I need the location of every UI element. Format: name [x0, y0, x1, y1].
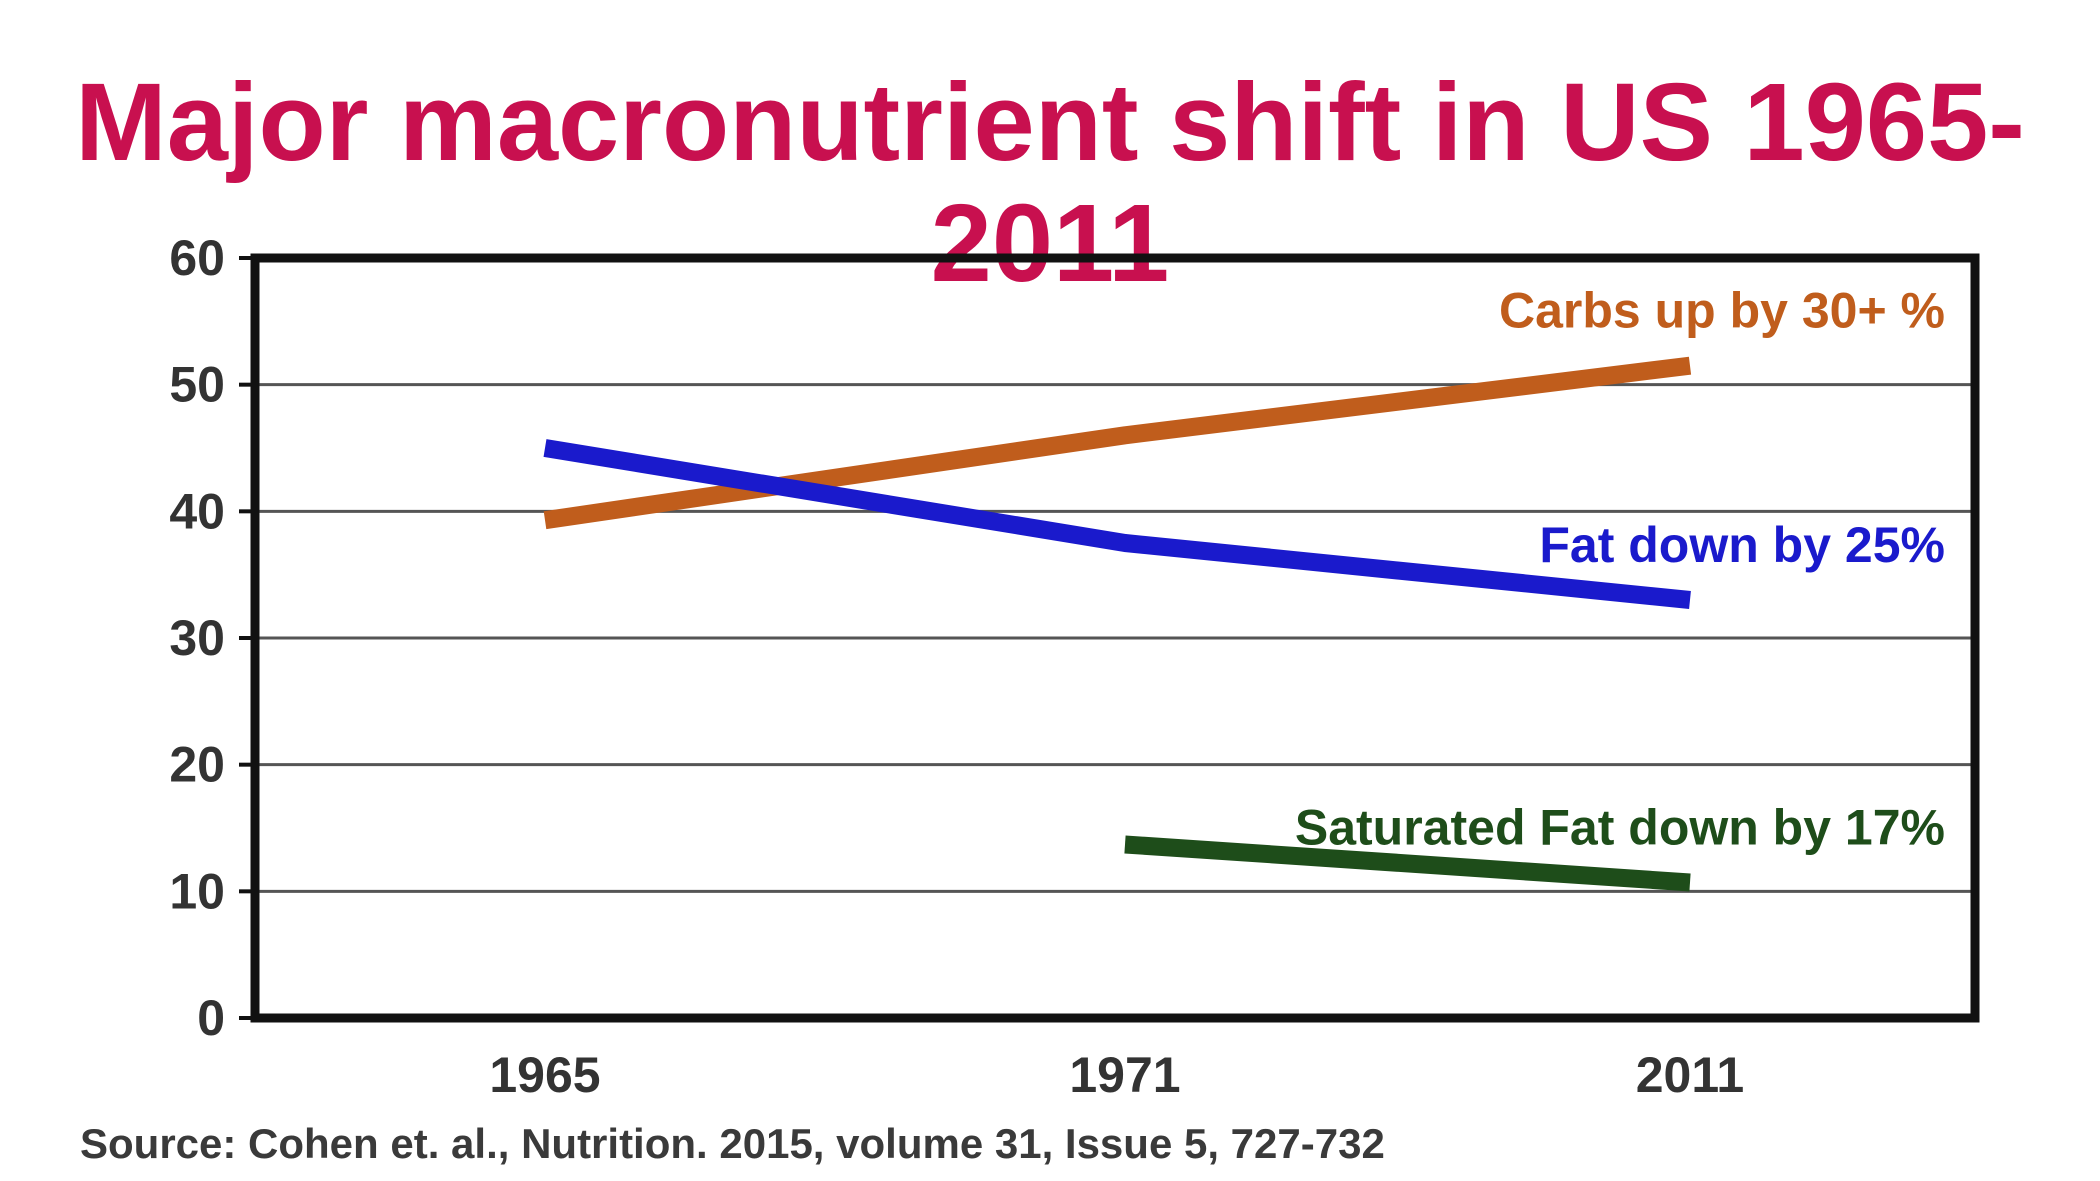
fat-series-line — [543, 439, 1691, 609]
y-tick-label-30: 30 — [169, 610, 225, 666]
x-tick-label-1971: 1971 — [1069, 1047, 1180, 1103]
x-tick-label-2011: 2011 — [1636, 1047, 1744, 1103]
y-tick-label-50: 50 — [169, 357, 225, 413]
x-axis-ticks: 1965 1971 2011 — [489, 1047, 1744, 1103]
saturated-fat-series-line — [1124, 835, 1691, 892]
x-tick-label-1965: 1965 — [489, 1047, 600, 1103]
carbs-series-line — [543, 356, 1692, 530]
source-citation: Source: Cohen et. al., Nutrition. 2015, … — [80, 1120, 1385, 1167]
saturated-fat-annotation: Saturated Fat down by 17% — [1295, 799, 1945, 855]
y-tick-label-10: 10 — [169, 863, 225, 919]
series-lines — [543, 356, 1692, 892]
y-axis-ticks: 0 10 20 30 40 50 60 — [169, 230, 255, 1046]
gridlines — [255, 383, 1975, 893]
series-annotations: Carbs up by 30+ % Fat down by 25% Saturate… — [1295, 283, 1945, 856]
y-tick-label-60: 60 — [169, 230, 225, 286]
y-tick-label-40: 40 — [169, 483, 225, 539]
plot-frame — [250, 253, 1980, 1023]
fat-annotation: Fat down by 25% — [1539, 517, 1945, 573]
y-tick-label-0: 0 — [197, 990, 225, 1046]
chart-title: Major macronutrient shift in US 1965-201… — [75, 61, 2025, 305]
y-tick-label-20: 20 — [169, 737, 225, 793]
carbs-annotation: Carbs up by 30+ % — [1499, 283, 1945, 339]
